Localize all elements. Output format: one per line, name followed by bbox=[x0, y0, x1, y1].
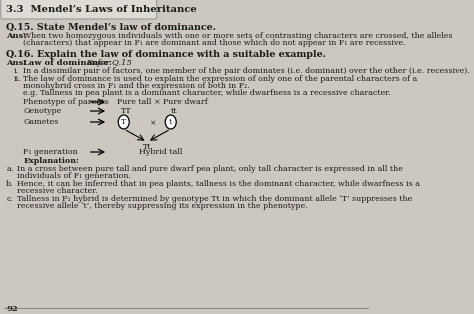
Text: In a cross between pure tall and pure dwarf pea plant, only tall character is ex: In a cross between pure tall and pure dw… bbox=[17, 165, 403, 173]
Text: Q.15. State Mendel’s law of dominance.: Q.15. State Mendel’s law of dominance. bbox=[6, 23, 216, 32]
Text: Gametes: Gametes bbox=[24, 118, 59, 126]
Text: Q.16. Explain the law of dominance with a suitable example.: Q.16. Explain the law of dominance with … bbox=[6, 50, 326, 59]
Text: T: T bbox=[121, 118, 127, 126]
Text: 3.3  Mendel’s Laws of Inheritance: 3.3 Mendel’s Laws of Inheritance bbox=[6, 6, 197, 14]
Circle shape bbox=[118, 115, 129, 129]
FancyBboxPatch shape bbox=[1, 0, 156, 19]
Text: individuals of F₁ generation.: individuals of F₁ generation. bbox=[17, 172, 131, 180]
Text: c.: c. bbox=[6, 195, 13, 203]
Text: b.: b. bbox=[6, 180, 14, 188]
Text: Ans:: Ans: bbox=[6, 59, 27, 67]
Text: ii.: ii. bbox=[14, 75, 22, 83]
Circle shape bbox=[165, 115, 176, 129]
Text: In a dissimilar pair of factors, one member of the pair dominates (i.e. dominant: In a dissimilar pair of factors, one mem… bbox=[24, 67, 470, 75]
Text: Ans:: Ans: bbox=[6, 32, 27, 40]
Text: Hybrid tall: Hybrid tall bbox=[139, 148, 183, 156]
Text: Pure tall: Pure tall bbox=[118, 98, 152, 106]
Text: F₁ generation: F₁ generation bbox=[24, 148, 78, 156]
Text: When two homozygous individuals with one or more sets of contrasting characters : When two homozygous individuals with one… bbox=[24, 32, 453, 40]
Text: e.g. Tallness in pea plant is a dominant character, while dwarfness is a recessi: e.g. Tallness in pea plant is a dominant… bbox=[24, 89, 391, 97]
Text: Genotype: Genotype bbox=[24, 107, 62, 115]
Text: Refer Q.15: Refer Q.15 bbox=[86, 59, 132, 67]
Text: Hence, it can be inferred that in pea plants, tallness is the dominant character: Hence, it can be inferred that in pea pl… bbox=[17, 180, 420, 188]
Text: Tallness in F₁ hybrid is determined by genotype Tt in which the dominant allele : Tallness in F₁ hybrid is determined by g… bbox=[17, 195, 412, 203]
Text: i.: i. bbox=[14, 67, 19, 75]
Text: Tt: Tt bbox=[143, 143, 152, 151]
Text: monohybrid cross in F₁ and the expression of both in F₂.: monohybrid cross in F₁ and the expressio… bbox=[24, 82, 250, 90]
Text: Explanation:: Explanation: bbox=[24, 157, 79, 165]
Text: recessive allele ‘t’, thereby suppressing its expression in the phenotype.: recessive allele ‘t’, thereby suppressin… bbox=[17, 202, 308, 210]
Text: Law of dominance:: Law of dominance: bbox=[24, 59, 115, 67]
Text: t: t bbox=[169, 118, 173, 126]
Text: The law of dominance is used to explain the expression of only one of the parent: The law of dominance is used to explain … bbox=[24, 75, 418, 83]
Text: tt: tt bbox=[171, 107, 177, 115]
Text: TT: TT bbox=[121, 107, 132, 115]
Text: ×: × bbox=[150, 119, 156, 127]
Text: recessive character.: recessive character. bbox=[17, 187, 98, 195]
Text: 92: 92 bbox=[6, 305, 18, 313]
Text: Pure dwarf: Pure dwarf bbox=[163, 98, 208, 106]
Text: Phenotype of parents: Phenotype of parents bbox=[24, 98, 109, 106]
Text: (characters) that appear in F₁ are dominant and those which do not appear in F₁ : (characters) that appear in F₁ are domin… bbox=[24, 39, 406, 47]
Text: ×: × bbox=[154, 98, 160, 106]
Text: a.: a. bbox=[6, 165, 14, 173]
